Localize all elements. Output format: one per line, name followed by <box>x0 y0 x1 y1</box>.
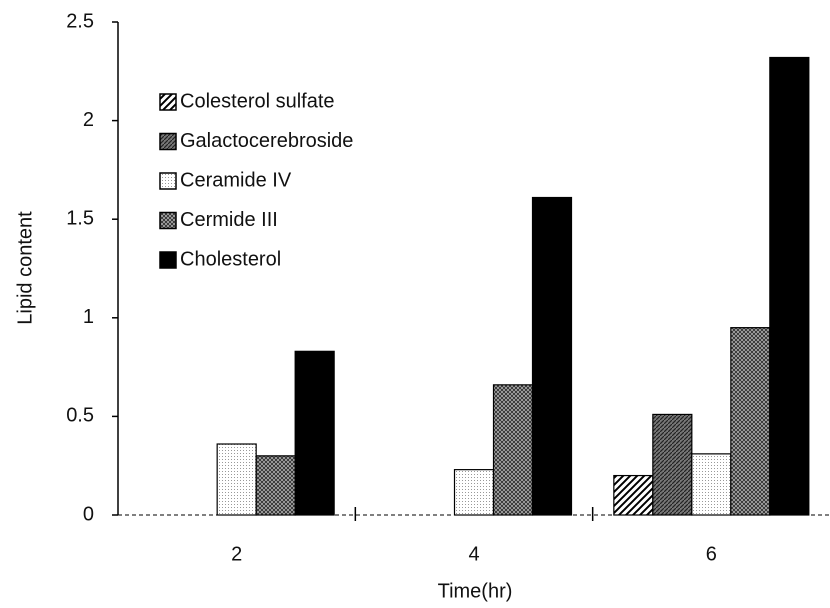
bar <box>492 384 534 516</box>
y-tick-label: 0.5 <box>66 405 94 427</box>
bar <box>691 453 732 516</box>
legend-label: Colesterol sulfate <box>180 90 335 112</box>
y-tick-label: 2 <box>83 109 94 131</box>
y-tick-label: 0 <box>83 503 94 525</box>
y-tick-label: 2.5 <box>66 10 94 32</box>
y-tick-label: 1 <box>83 306 94 328</box>
legend-swatch <box>159 251 177 269</box>
bar <box>730 327 771 516</box>
legend-label: Ceramide IV <box>180 169 292 191</box>
legend-swatch <box>159 93 177 111</box>
legend-swatch <box>159 211 177 230</box>
x-axis-label: Time(hr) <box>438 580 513 602</box>
legend-swatch <box>159 132 177 151</box>
bar <box>652 413 693 516</box>
x-tick-label: 4 <box>468 543 479 565</box>
bar <box>531 196 573 516</box>
x-tick-label: 6 <box>706 543 717 565</box>
bar <box>769 56 810 516</box>
bar <box>613 474 654 516</box>
bar <box>453 469 495 516</box>
legend-label: Cermide III <box>180 209 278 231</box>
bar <box>255 455 296 516</box>
legend-label: Cholesterol <box>180 248 281 270</box>
bar <box>294 350 335 516</box>
x-tick-label: 2 <box>231 543 242 565</box>
legend-swatch <box>159 172 177 190</box>
y-axis-label: Lipid content <box>14 211 36 325</box>
bar <box>216 443 257 516</box>
legend-label: Galactocerebroside <box>180 130 353 152</box>
y-tick-label: 1.5 <box>66 207 94 229</box>
